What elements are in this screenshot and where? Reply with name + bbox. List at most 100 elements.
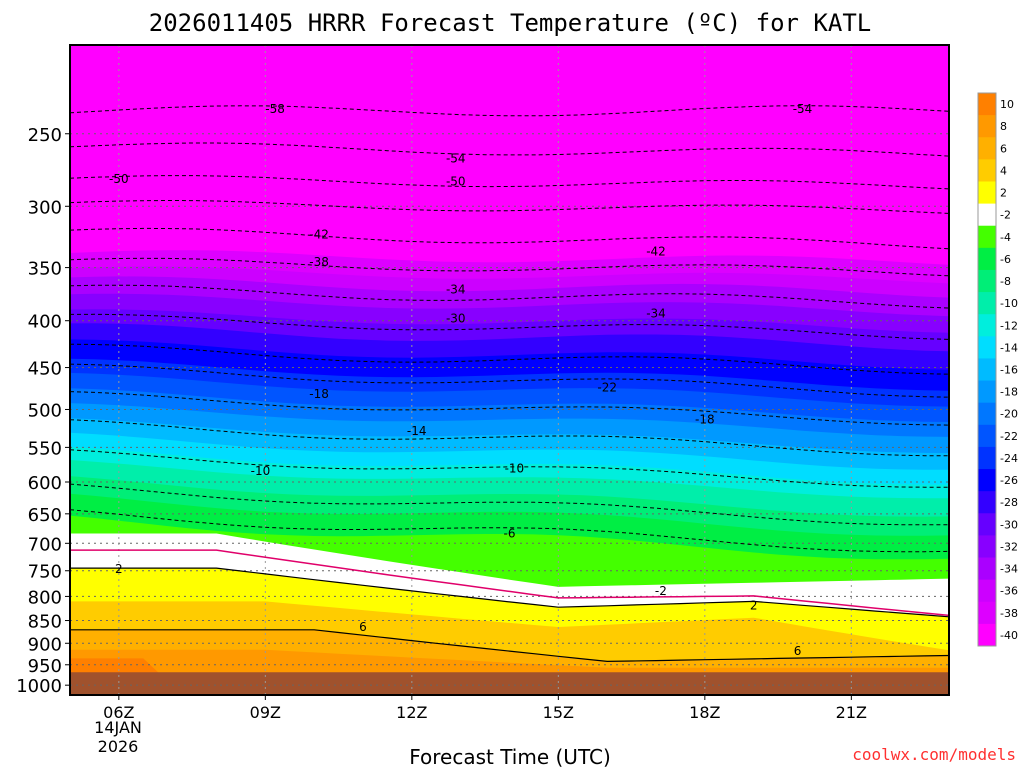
isotherm-dashed [70,483,949,526]
colorbar-swatch [978,292,996,315]
ground-fill [70,672,949,695]
colorbar-swatch [978,93,996,116]
colorbar-label: -14 [1000,341,1018,354]
colorbar-label: -28 [1000,496,1018,509]
colorbar-swatch [978,314,996,337]
contour-label: -50 [109,172,129,186]
colorbar-swatch [978,159,996,182]
colorbar-label: -2 [1000,209,1011,222]
contour-label: 6 [794,644,802,658]
colorbar-label: -34 [1000,563,1018,576]
contour-label: -54 [793,102,813,116]
colorbar-label: -38 [1000,607,1018,620]
contour-label: -34 [646,307,666,321]
colorbar-swatch [978,601,996,625]
colorbar-label: -32 [1000,540,1018,553]
x-tick-label: 12Z [396,703,427,722]
colorbar-swatch [978,535,996,559]
plot-area [70,45,949,695]
colorbar-label: -10 [1000,297,1018,310]
contour-lines [70,105,949,663]
contour-label: -42 [309,227,329,241]
colorbar: 10 8 6 4 2 -2 -4 -6 -8 -10 -12 -14 -16 -18 -20 -22 -24 -2… [977,92,1018,647]
plot-frame [69,44,950,696]
colorbar-label: -6 [1000,253,1011,266]
y-tick-label: 1000 [16,676,62,697]
x-axis-label: Forecast Time (UTC) [409,745,611,768]
contour-label: -54 [446,151,466,165]
x-date-line1: 14JAN [94,718,142,737]
contour-label: -2 [655,584,667,598]
colorbar-label: -18 [1000,386,1018,399]
colorbar-swatch [978,269,996,293]
contour-label: -6 [504,527,516,541]
colorbar-swatch [978,424,996,448]
x-tick-label: 06Z [103,703,134,722]
contour-label: 2 [115,562,123,576]
grid-lines [70,45,949,695]
colorbar-label: -36 [1000,585,1018,598]
colorbar-label: 8 [1000,120,1007,133]
colorbar-swatch [978,579,996,603]
contour-label: -22 [597,380,617,394]
colorbar-swatch [978,491,996,514]
colorbar-label: 6 [1000,142,1007,155]
colorbar-label: 10 [1000,98,1014,111]
y-tick-label: 250 [28,125,62,146]
x-tick-label: 21Z [836,703,867,722]
y-tick-label: 950 [28,656,62,677]
x-tick-label: 09Z [250,703,281,722]
y-tick-label: 300 [28,197,62,218]
y-tick-label: 900 [28,634,62,655]
colorbar-swatch [978,115,996,138]
colorbar-swatch [978,137,996,160]
contour-label: -50 [446,175,466,189]
colorbar-swatch [978,513,996,536]
contour-label: -14 [407,424,427,438]
colorbar-swatch [978,380,996,404]
y-tick-label: 550 [28,438,62,459]
contour-label: -34 [446,283,466,297]
colorbar-swatch [978,203,996,227]
credit-text: coolwx.com/models [852,745,1016,764]
y-tick-label: 400 [28,312,62,333]
chart-title: 2026011405 HRRR Forecast Temperature (ºC… [149,9,871,37]
contour-label: 2 [750,598,758,612]
colorbar-swatch [978,247,996,271]
colorbar-label: -30 [1000,518,1018,531]
colorbar-swatch [978,557,996,581]
contour-label: -18 [695,413,715,427]
y-tick-label: 800 [28,587,62,608]
colorbar-swatch [978,225,996,249]
x-axis: 06Z 09Z 12Z 15Z 18Z 21Z [103,695,867,722]
y-tick-label: 750 [28,562,62,583]
contour-label: -58 [265,102,285,116]
colorbar-swatch [978,402,996,426]
contour-label: -10 [505,462,525,476]
x-date-line2: 2026 [98,737,139,756]
y-tick-label: 850 [28,612,62,633]
y-tick-label: 450 [28,359,62,380]
isotherm-dashed [70,509,949,553]
y-tick-label: 650 [28,505,62,526]
y-axis: 2503003504004505005506006507007508008509… [16,125,70,697]
colorbar-label: 4 [1000,164,1007,177]
colorbar-label: -12 [1000,319,1018,332]
isotherm-solid [70,629,949,663]
contour-labels: -58-54-54-50 -50-42-42-38-34-34-30-22-18-… [109,102,812,658]
freezing-line [70,549,949,617]
colorbar-swatch [978,358,996,382]
isotherm-solid [70,567,949,618]
colorbar-label: -8 [1000,275,1011,288]
colorbar-swatch [978,336,996,359]
contour-label: -10 [251,464,271,478]
colorbar-frame [977,92,997,647]
y-tick-label: 500 [28,400,62,421]
contour-label: -30 [446,312,466,326]
contour-label: -42 [646,244,666,258]
colorbar-label: -40 [1000,629,1018,642]
colorbar-label: -4 [1000,231,1011,244]
x-tick-label: 15Z [543,703,574,722]
contour-label: 6 [359,620,367,634]
